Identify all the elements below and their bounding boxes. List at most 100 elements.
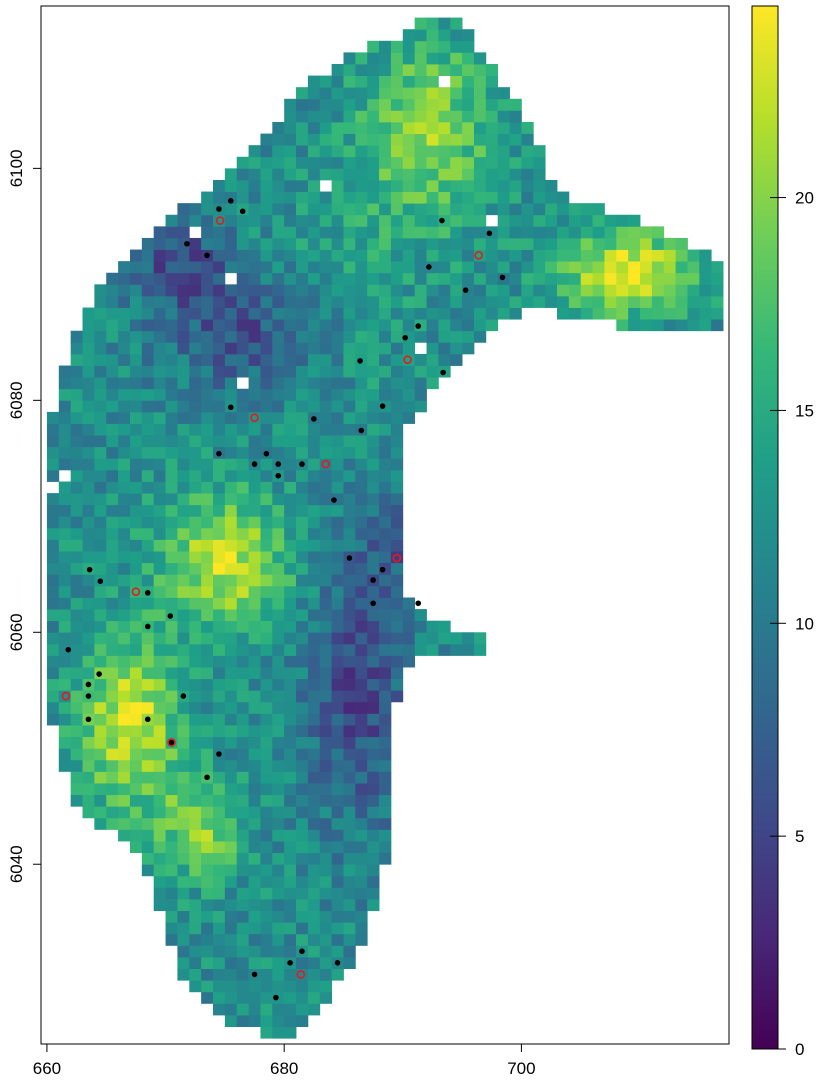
raster-cell: [46, 713, 60, 726]
raster-cell: [260, 759, 273, 772]
raster-cell: [402, 214, 416, 227]
raster-cell: [296, 400, 309, 413]
raster-cell: [343, 864, 356, 877]
raster-cell: [236, 875, 249, 888]
raster-cell: [485, 272, 499, 285]
raster-cell: [296, 1003, 309, 1016]
raster-cell: [485, 133, 499, 146]
raster-cell: [189, 562, 202, 575]
raster-cell: [106, 771, 119, 784]
raster-cell: [272, 237, 285, 250]
raster-cell: [260, 214, 273, 227]
raster-cell: [129, 458, 143, 471]
raster-cell: [319, 794, 333, 807]
raster-cell: [343, 910, 356, 923]
raster-cell: [438, 145, 451, 158]
raster-cell: [118, 585, 131, 598]
raster-cell: [94, 771, 107, 784]
raster-cell: [153, 864, 166, 877]
sample-point-red: [250, 413, 259, 423]
raster-cell: [307, 330, 321, 343]
raster-cell: [663, 307, 677, 320]
raster-cell: [58, 458, 72, 471]
raster-cell: [213, 411, 226, 424]
raster-cell: [260, 261, 273, 274]
raster-cell: [367, 794, 380, 807]
raster-cell: [473, 110, 487, 123]
raster-cell: [331, 365, 344, 378]
raster-cell: [284, 945, 297, 958]
raster-cell: [118, 794, 131, 807]
raster-cell: [213, 504, 226, 517]
raster-cell: [545, 261, 558, 274]
raster-cell: [213, 330, 226, 343]
raster-cell: [201, 191, 214, 204]
raster-cell: [58, 527, 72, 540]
raster-cell: [165, 585, 178, 598]
raster-cell: [118, 365, 131, 378]
raster-cell: [284, 516, 297, 529]
raster-cell: [236, 179, 249, 192]
raster-cell: [141, 400, 155, 413]
raster-cell: [224, 249, 238, 262]
raster-cell: [616, 295, 629, 308]
raster-cell: [331, 377, 344, 390]
raster-cell: [296, 759, 309, 772]
raster-cell: [699, 284, 712, 297]
raster-cell: [129, 667, 143, 680]
raster-cell: [46, 516, 60, 529]
raster-cell: [450, 643, 463, 656]
raster-cell: [177, 829, 190, 842]
raster-cell: [106, 411, 119, 424]
raster-cell: [236, 411, 249, 424]
raster-cell: [284, 725, 297, 738]
raster-cell: [248, 829, 261, 842]
raster-cell: [367, 806, 380, 819]
raster-cell: [106, 295, 119, 308]
raster-cell: [521, 133, 534, 146]
raster-cell: [284, 145, 297, 158]
raster-cell: [509, 168, 522, 181]
raster-cell: [343, 400, 356, 413]
raster-cell: [438, 226, 451, 239]
raster-cell: [46, 585, 60, 598]
raster-cell: [284, 504, 297, 517]
raster-cell: [343, 783, 356, 796]
raster-cell: [141, 597, 155, 610]
raster-cell: [94, 504, 107, 517]
raster-cell: [414, 29, 427, 42]
raster-cell: [201, 307, 214, 320]
raster-cell: [319, 330, 333, 343]
raster-cell: [94, 330, 107, 343]
raster-cell: [224, 585, 238, 598]
raster-cell: [296, 295, 309, 308]
raster-cell: [141, 806, 155, 819]
raster-cell: [343, 643, 356, 656]
raster-cell: [165, 759, 178, 772]
raster-cell: [343, 574, 356, 587]
raster-cell: [189, 771, 202, 784]
raster-cell: [307, 249, 321, 262]
raster-cell: [414, 214, 427, 227]
raster-cell: [189, 875, 202, 888]
raster-cell: [177, 899, 190, 912]
raster-cell: [319, 168, 333, 181]
raster-cell: [58, 736, 72, 749]
raster-cell: [177, 272, 190, 285]
raster-cell: [224, 446, 238, 459]
raster-cell: [118, 829, 131, 842]
raster-cell: [367, 75, 380, 88]
raster-cell: [58, 493, 72, 506]
raster-cell: [224, 725, 238, 738]
raster-cell: [248, 261, 261, 274]
raster-cell: [213, 388, 226, 401]
raster-cell: [331, 713, 344, 726]
raster-cell: [438, 237, 451, 250]
raster-cell: [213, 980, 226, 993]
raster-cell: [390, 435, 404, 448]
raster-cell: [70, 690, 83, 703]
raster-cell: [379, 655, 392, 668]
raster-cell: [379, 551, 392, 564]
raster-cell: [343, 899, 356, 912]
raster-cell: [224, 701, 238, 714]
